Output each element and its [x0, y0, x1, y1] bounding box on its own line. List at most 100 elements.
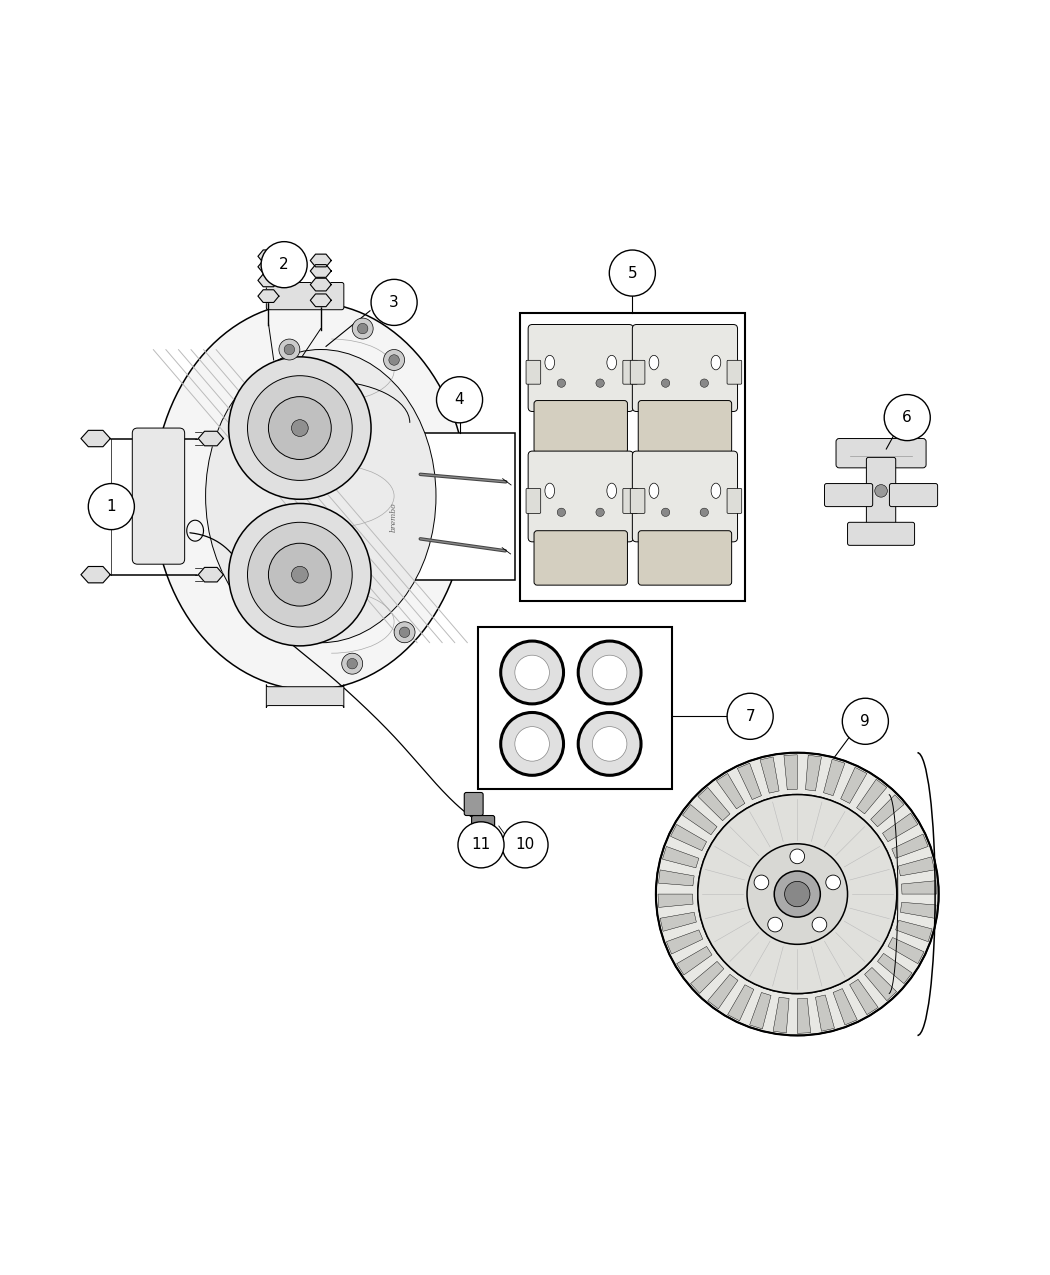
FancyBboxPatch shape: [866, 458, 896, 529]
Circle shape: [875, 484, 887, 497]
Polygon shape: [773, 997, 789, 1033]
Polygon shape: [797, 998, 811, 1033]
Polygon shape: [750, 992, 771, 1029]
Circle shape: [579, 713, 642, 775]
Circle shape: [248, 376, 352, 481]
Text: 10: 10: [516, 838, 534, 853]
Circle shape: [261, 242, 308, 288]
Polygon shape: [901, 903, 937, 918]
Text: 9: 9: [860, 714, 870, 729]
FancyBboxPatch shape: [534, 400, 628, 453]
Text: 6: 6: [902, 411, 912, 425]
FancyBboxPatch shape: [534, 530, 628, 585]
Polygon shape: [311, 265, 331, 278]
Polygon shape: [311, 254, 331, 266]
Text: 3: 3: [390, 295, 399, 310]
Circle shape: [269, 397, 331, 459]
FancyBboxPatch shape: [630, 361, 645, 384]
Text: 5: 5: [628, 265, 637, 280]
Polygon shape: [81, 431, 110, 446]
Circle shape: [790, 849, 804, 863]
Circle shape: [514, 655, 549, 690]
Circle shape: [592, 727, 627, 761]
Polygon shape: [198, 431, 224, 446]
Circle shape: [279, 339, 300, 360]
Text: brembo: brembo: [391, 502, 398, 532]
Circle shape: [662, 379, 670, 388]
Polygon shape: [258, 274, 279, 287]
FancyBboxPatch shape: [638, 400, 732, 453]
Circle shape: [698, 794, 897, 993]
Text: 2: 2: [279, 258, 289, 272]
Polygon shape: [81, 566, 110, 583]
Polygon shape: [258, 250, 279, 263]
FancyBboxPatch shape: [889, 483, 938, 506]
FancyBboxPatch shape: [632, 325, 737, 412]
Polygon shape: [658, 894, 693, 908]
Polygon shape: [902, 881, 937, 894]
Ellipse shape: [649, 356, 658, 370]
Polygon shape: [728, 984, 754, 1021]
Circle shape: [842, 699, 888, 745]
Polygon shape: [896, 921, 932, 942]
Circle shape: [747, 844, 847, 945]
FancyBboxPatch shape: [630, 488, 645, 514]
Polygon shape: [671, 825, 707, 850]
Ellipse shape: [545, 483, 554, 499]
FancyBboxPatch shape: [132, 428, 185, 565]
Circle shape: [884, 394, 930, 441]
Polygon shape: [849, 979, 878, 1015]
FancyBboxPatch shape: [824, 483, 873, 506]
FancyBboxPatch shape: [464, 793, 483, 816]
Circle shape: [352, 317, 373, 339]
Circle shape: [700, 379, 709, 388]
Text: 1: 1: [106, 499, 117, 514]
Circle shape: [596, 379, 605, 388]
Circle shape: [357, 324, 367, 334]
Circle shape: [341, 653, 362, 674]
Polygon shape: [311, 278, 331, 291]
Polygon shape: [667, 929, 702, 954]
FancyBboxPatch shape: [638, 530, 732, 585]
Circle shape: [774, 871, 820, 917]
Circle shape: [727, 694, 773, 739]
FancyBboxPatch shape: [623, 361, 637, 384]
Ellipse shape: [607, 483, 616, 499]
Circle shape: [383, 349, 404, 371]
FancyBboxPatch shape: [528, 325, 633, 412]
Polygon shape: [258, 289, 279, 302]
Polygon shape: [708, 974, 738, 1009]
Polygon shape: [760, 757, 779, 793]
Ellipse shape: [206, 349, 436, 643]
Circle shape: [768, 917, 782, 932]
Polygon shape: [698, 788, 730, 821]
Polygon shape: [870, 794, 904, 826]
Circle shape: [754, 875, 769, 890]
Circle shape: [514, 727, 549, 761]
Circle shape: [502, 822, 548, 868]
FancyBboxPatch shape: [632, 451, 737, 542]
Bar: [478, 627, 672, 789]
Polygon shape: [198, 567, 224, 581]
Circle shape: [501, 641, 564, 704]
Circle shape: [292, 419, 309, 436]
Circle shape: [248, 523, 352, 627]
Circle shape: [825, 875, 840, 890]
Polygon shape: [682, 805, 717, 835]
Circle shape: [592, 655, 627, 690]
Circle shape: [558, 509, 566, 516]
FancyBboxPatch shape: [727, 361, 741, 384]
Text: 11: 11: [471, 838, 490, 853]
Polygon shape: [883, 813, 918, 842]
Ellipse shape: [545, 356, 554, 370]
Circle shape: [437, 376, 483, 423]
FancyBboxPatch shape: [526, 361, 541, 384]
Polygon shape: [691, 961, 723, 993]
Circle shape: [88, 483, 134, 529]
FancyBboxPatch shape: [267, 283, 343, 310]
Circle shape: [662, 509, 670, 516]
Polygon shape: [716, 774, 744, 808]
Polygon shape: [658, 870, 694, 886]
Polygon shape: [737, 764, 761, 799]
Circle shape: [501, 713, 564, 775]
